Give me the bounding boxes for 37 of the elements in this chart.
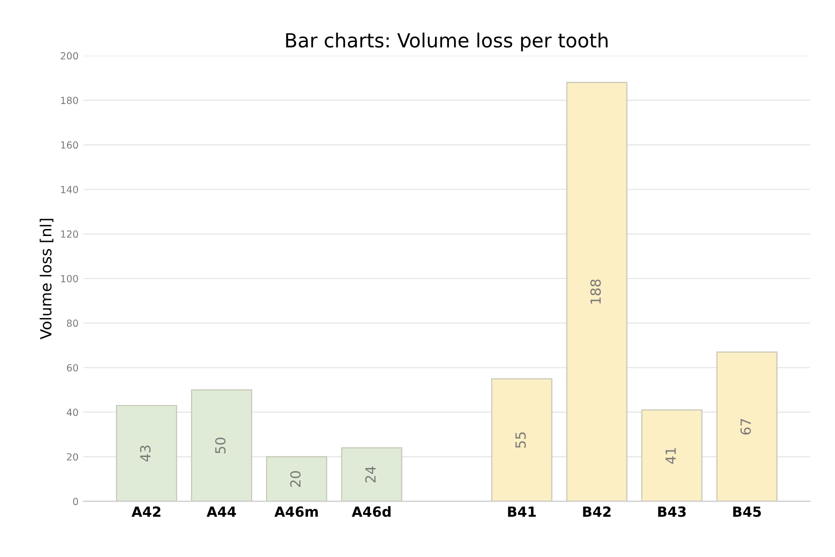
bar: [566, 82, 628, 502]
x-tick-label: A46m: [274, 506, 318, 517]
bar: [116, 404, 178, 502]
bar: [716, 351, 778, 502]
bar: [341, 447, 402, 502]
bar: [191, 389, 252, 502]
y-tick-label: 100: [61, 274, 78, 282]
y-tick-label: 140: [61, 186, 78, 194]
y-tick-label: 120: [61, 230, 78, 238]
x-tick-label: B41: [508, 506, 536, 517]
x-tick-label: B45: [733, 506, 761, 517]
data-label: 41: [666, 448, 676, 464]
data-label: 188: [590, 280, 601, 304]
chart-title: Bar charts: Volume loss per tooth: [286, 32, 608, 52]
bar: [266, 456, 328, 502]
data-label: 24: [365, 466, 376, 482]
x-tick-label: B42: [583, 506, 611, 517]
y-tick-label: 40: [66, 408, 78, 416]
bar: [641, 409, 702, 502]
data-label: 43: [140, 446, 151, 462]
y-tick-label: 160: [61, 141, 78, 149]
data-label: 50: [215, 438, 226, 454]
y-tick-label: 80: [66, 320, 78, 327]
x-tick-label: B43: [658, 506, 686, 517]
y-tick-label: 0: [73, 498, 78, 506]
x-tick-label: A46d: [352, 506, 391, 517]
x-tick-label: A44: [206, 506, 236, 517]
y-axis-title: Volume loss [nl]: [40, 218, 54, 340]
data-label: 67: [740, 419, 751, 435]
y-tick-label: 180: [61, 96, 78, 104]
y-tick-label: 60: [66, 364, 78, 372]
y-tick-label: 200: [60, 52, 78, 60]
x-tick-label: A42: [132, 506, 160, 517]
bar: [491, 378, 552, 502]
y-tick-label: 20: [66, 453, 78, 461]
data-label: 55: [515, 432, 526, 448]
data-label: 20: [290, 471, 301, 487]
